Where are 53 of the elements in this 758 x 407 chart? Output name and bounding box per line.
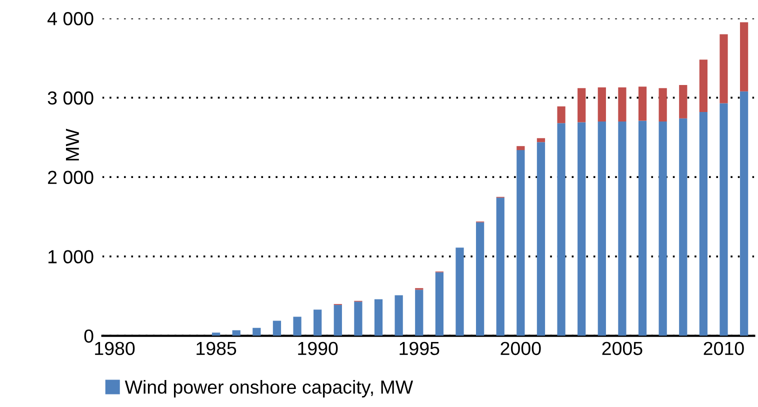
- bar: [720, 34, 728, 104]
- bar: [720, 103, 728, 336]
- bar: [618, 121, 626, 336]
- bar: [212, 332, 220, 336]
- bar: [699, 112, 708, 336]
- bar: [476, 222, 484, 336]
- bar: [456, 248, 464, 336]
- bar: [516, 150, 525, 336]
- x-tick-label: 1985: [196, 342, 236, 356]
- bar: [679, 84, 688, 118]
- bar: [334, 304, 342, 336]
- bar: [252, 328, 261, 336]
- bar: [598, 121, 606, 336]
- y-axis-title: MW: [66, 128, 79, 160]
- x-tick-label: 2000: [500, 342, 541, 356]
- bar: [658, 88, 667, 122]
- bar: [557, 123, 566, 336]
- bar: [516, 146, 525, 150]
- bar: [740, 22, 748, 92]
- bar: [314, 310, 322, 336]
- bar: [232, 330, 240, 336]
- bar: [557, 106, 566, 124]
- legend-label: Wind power onshore capacity, MW: [124, 380, 414, 398]
- bar: [658, 121, 667, 336]
- y-tick-label: 1 000: [48, 250, 94, 264]
- y-tick-label: 3 000: [48, 91, 94, 105]
- bar: [496, 198, 504, 336]
- bar: [618, 87, 626, 122]
- bar: [536, 138, 546, 142]
- bar: [638, 86, 647, 121]
- x-tick-label: 1990: [298, 342, 338, 356]
- bar: [638, 120, 647, 336]
- x-tick-label: 2005: [602, 342, 642, 356]
- bar: [394, 295, 403, 336]
- y-tick-label: 2 000: [48, 170, 94, 184]
- bar: [293, 316, 302, 336]
- bar: [536, 142, 546, 336]
- x-tick-label: 2010: [704, 342, 744, 356]
- y-tick-label: 4 000: [48, 12, 94, 26]
- bar: [699, 60, 708, 112]
- bar: [415, 290, 424, 336]
- bar: [578, 88, 586, 122]
- bar: [578, 122, 586, 336]
- x-tick-label: 1980: [95, 342, 135, 356]
- x-tick-label: 1995: [400, 342, 440, 356]
- bar: [598, 87, 606, 122]
- bar: [679, 118, 688, 336]
- bar: [435, 272, 444, 336]
- y-tick-label: 0: [84, 329, 94, 343]
- bar: [272, 320, 282, 336]
- bar: [740, 91, 748, 336]
- bar: [374, 299, 383, 336]
- bar: [354, 302, 362, 336]
